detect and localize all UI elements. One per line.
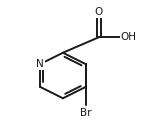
Text: Br: Br: [80, 108, 92, 118]
Text: OH: OH: [121, 32, 137, 42]
Text: N: N: [36, 59, 44, 69]
Text: O: O: [95, 7, 103, 17]
